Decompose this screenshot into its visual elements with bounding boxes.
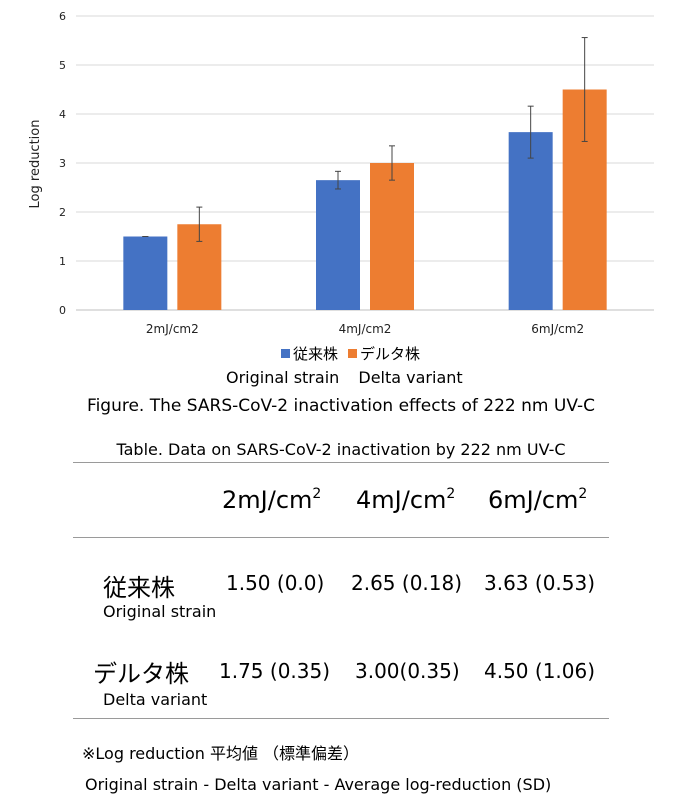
chart-legend: 従来株 デルタ株 bbox=[281, 343, 430, 363]
legend-english-original: Original strain bbox=[226, 368, 340, 387]
bar bbox=[508, 132, 553, 310]
x-tick-label: 2mJ/cm2 bbox=[146, 322, 199, 336]
table-row-label-original: 従来株 bbox=[103, 574, 175, 602]
table-cell: 1.75 (0.35) bbox=[219, 659, 331, 683]
header-sup: 2 bbox=[578, 486, 588, 502]
table-cell: 4.50 (1.06) bbox=[484, 659, 596, 683]
bar bbox=[316, 180, 360, 310]
y-tick-label: 2 bbox=[59, 206, 66, 219]
header-text: 4mJ/cm bbox=[356, 486, 447, 514]
y-tick-label: 6 bbox=[59, 10, 66, 23]
x-tick-label: 4mJ/cm2 bbox=[339, 322, 392, 336]
y-tick-label: 5 bbox=[59, 59, 66, 72]
table-cell: 3.63 (0.53) bbox=[484, 571, 596, 595]
header-text: 6mJ/cm bbox=[488, 486, 579, 514]
table-cell: 3.00(0.35) bbox=[355, 659, 460, 683]
header-sup: 2 bbox=[312, 486, 322, 502]
y-axis-label: Log reduction bbox=[28, 120, 43, 209]
table-rule-bottom bbox=[73, 718, 609, 719]
table-header-6mj: 6mJ/cm2 bbox=[488, 486, 587, 514]
table-caption: Table. Data on SARS-CoV-2 inactivation b… bbox=[116, 440, 566, 459]
table-rule-header bbox=[73, 537, 609, 538]
note-japanese: ※Log reduction 平均値 （標準偏差） bbox=[82, 744, 360, 763]
header-text: 2mJ/cm bbox=[222, 486, 313, 514]
table-row-label-delta: デルタ株 bbox=[93, 660, 189, 688]
y-tick-label: 4 bbox=[59, 108, 66, 121]
legend-item-original: 従来株 bbox=[281, 343, 338, 364]
legend-english-delta: Delta variant bbox=[358, 368, 463, 387]
table-row-sublabel-delta: Delta variant bbox=[103, 690, 208, 709]
table-row-sublabel-original: Original strain bbox=[103, 602, 217, 621]
note-english: Original strain - Delta variant - Averag… bbox=[85, 775, 552, 794]
header-sup: 2 bbox=[446, 486, 456, 502]
bar-chart: Log reduction 0 1 2 3 4 5 6 2mJ/cm2 4mJ/cm2 6mJ/… bbox=[28, 10, 654, 336]
table-header-4mj: 4mJ/cm2 bbox=[356, 486, 455, 514]
table-rule-top bbox=[73, 462, 609, 463]
legend-english: Original strain Delta variant bbox=[226, 368, 463, 387]
y-tick-label: 3 bbox=[59, 157, 66, 170]
figure-caption: Figure. The SARS-CoV-2 inactivation effe… bbox=[87, 396, 595, 416]
legend-label-delta: デルタ株 bbox=[360, 344, 421, 363]
bar bbox=[123, 236, 168, 310]
table-cell: 2.65 (0.18) bbox=[351, 571, 463, 595]
legend-swatch-delta bbox=[348, 348, 358, 358]
bar bbox=[370, 163, 414, 310]
table-cell: 1.50 (0.0) bbox=[226, 571, 325, 595]
legend-swatch-original bbox=[281, 348, 290, 358]
y-tick-label: 1 bbox=[59, 255, 66, 268]
legend-item-delta: デルタ株 bbox=[348, 343, 420, 364]
legend-label-original: 従来株 bbox=[293, 344, 339, 363]
y-tick-label: 0 bbox=[59, 304, 66, 317]
table-header-2mj: 2mJ/cm2 bbox=[222, 486, 321, 514]
x-tick-label: 6mJ/cm2 bbox=[531, 322, 584, 336]
